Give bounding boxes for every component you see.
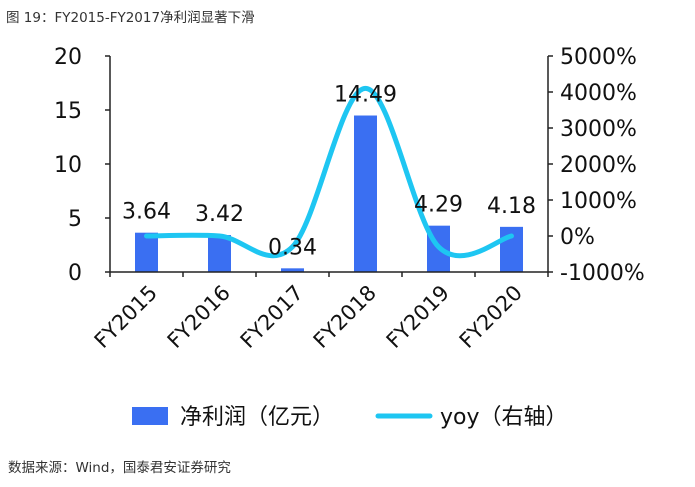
data-labels: 3.64 3.42 0.34 14.49 4.29 4.18	[122, 83, 536, 261]
left-tick-label: 5	[68, 207, 82, 232]
left-tick-label: 20	[54, 45, 82, 70]
data-label-FY2018: 14.49	[334, 83, 397, 108]
right-tick-label: 5000%	[560, 45, 637, 70]
x-tick-label-FY2015: FY2015	[90, 281, 162, 353]
data-label-FY2019: 4.29	[414, 193, 463, 218]
x-tick-label-FY2020: FY2020	[455, 281, 527, 353]
bar-FY2015	[135, 232, 158, 272]
data-label-FY2016: 3.42	[195, 202, 244, 227]
figure-source: 数据来源：Wind，国泰君安证券研究	[8, 460, 231, 476]
yoy-line	[144, 85, 514, 259]
right-tick-label: 4000%	[560, 81, 637, 106]
left-tick-label: 10	[54, 153, 82, 178]
bar-series	[135, 115, 523, 273]
data-label-FY2017: 0.34	[268, 235, 317, 260]
data-label-FY2020: 4.18	[487, 194, 536, 219]
data-label-FY2015: 3.64	[122, 200, 171, 225]
right-tick-label: 3000%	[560, 117, 637, 142]
right-tick-label: 0%	[560, 225, 595, 250]
x-tick-label-FY2018: FY2018	[309, 281, 381, 353]
legend-bar-label: 净利润（亿元）	[180, 405, 334, 430]
bar-FY2017	[281, 268, 304, 272]
legend-line-label: yoy（右轴）	[440, 405, 568, 430]
x-tick-label-FY2016: FY2016	[163, 281, 235, 353]
left-tick-label: 15	[54, 99, 82, 124]
right-tick-label: 1000%	[560, 189, 637, 214]
bar-FY2016	[208, 235, 231, 272]
right-tick-label: -1000%	[560, 261, 645, 286]
line-series	[144, 85, 514, 259]
x-tick-label-FY2017: FY2017	[236, 281, 308, 353]
bar-FY2018	[354, 115, 377, 273]
left-tick-label: 0	[68, 261, 82, 286]
figure-title: 图 19：FY2015-FY2017净利润显著下滑	[6, 10, 255, 26]
right-tick-label: 2000%	[560, 153, 637, 178]
x-tick-label-FY2019: FY2019	[382, 281, 454, 353]
legend: 净利润（亿元） yoy（右轴）	[132, 405, 568, 430]
legend-bar-swatch	[132, 407, 168, 425]
